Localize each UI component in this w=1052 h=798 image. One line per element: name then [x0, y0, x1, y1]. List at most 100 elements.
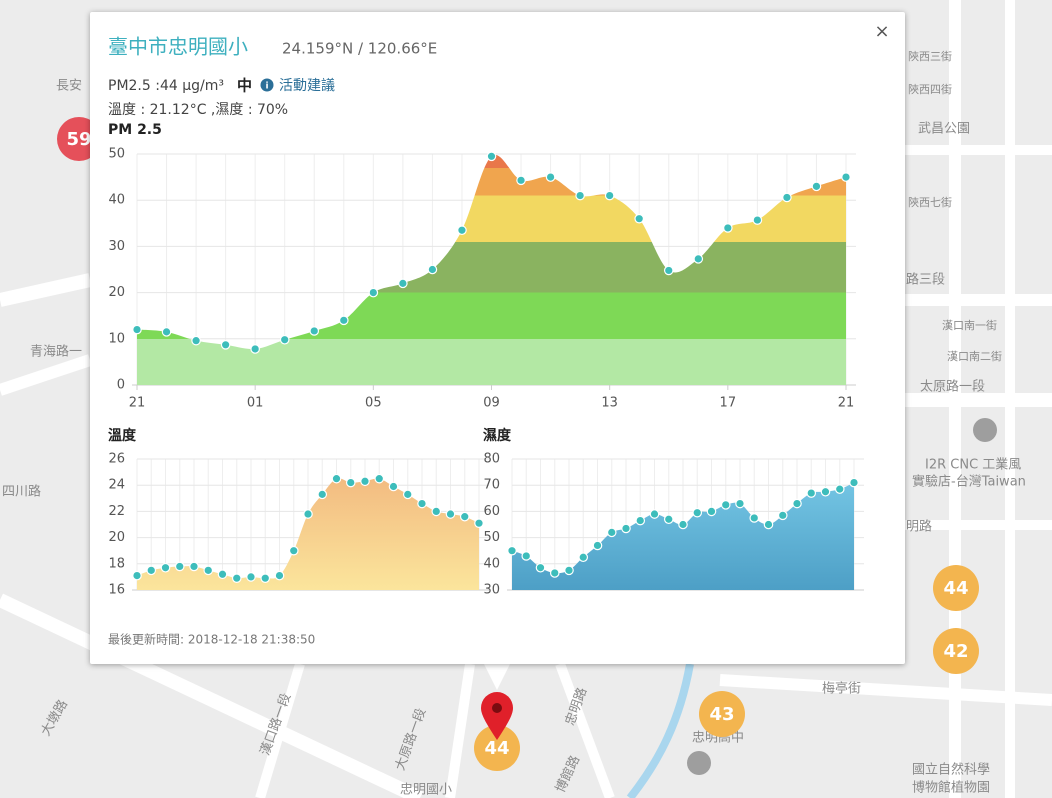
map-label: 長安 — [56, 79, 82, 94]
data-point — [834, 484, 845, 494]
y-tick-label: 10 — [108, 331, 125, 346]
y-tick-label: 30 — [483, 583, 500, 598]
data-point — [782, 192, 792, 203]
chart-title: 濕度 — [483, 427, 512, 444]
x-tick-label: 09 — [483, 396, 500, 411]
y-tick-label: 22 — [108, 504, 125, 519]
area — [137, 478, 479, 590]
map-label: 四川路 — [2, 484, 41, 500]
marker-label: 59 — [66, 129, 91, 150]
map-label: 太原路一段 — [920, 379, 985, 395]
data-point — [260, 573, 271, 584]
map-label: 梅亭街 — [822, 681, 861, 697]
marker-label: 42 — [943, 641, 968, 662]
map-label: 大墩路 — [38, 697, 71, 739]
data-point — [309, 326, 320, 336]
x-tick-label: 05 — [365, 396, 382, 411]
data-point — [474, 518, 484, 528]
info-window: 臺中市忠明國小 24.159°N / 120.66°E × PM2.5 :44 … — [90, 12, 905, 664]
info-content: 臺中市忠明國小 24.159°N / 120.66°E × PM2.5 :44 … — [108, 21, 890, 647]
marker-label: 44 — [943, 578, 968, 599]
data-point — [317, 489, 328, 500]
data-point — [174, 561, 185, 572]
map-label: 博館路 — [552, 753, 583, 795]
map-label: 博物館植物園 — [912, 781, 990, 796]
data-point — [604, 190, 615, 201]
info-icon-glyph: i — [265, 82, 268, 92]
data-point — [706, 506, 717, 517]
data-point — [250, 344, 260, 354]
data-point — [402, 489, 413, 500]
advice-link[interactable]: 活動建議 — [279, 77, 335, 94]
data-point — [231, 573, 242, 584]
data-point — [132, 570, 142, 581]
poi-icon[interactable] — [973, 418, 997, 442]
data-point — [338, 315, 349, 326]
x-tick-label: 17 — [720, 396, 737, 411]
data-point — [279, 334, 290, 345]
x-tick-label: 21 — [129, 396, 146, 411]
y-tick-label: 70 — [483, 478, 500, 493]
data-point — [388, 481, 399, 492]
data-point — [575, 190, 585, 201]
data-point — [274, 570, 285, 581]
popup-pointer — [484, 664, 510, 690]
data-point — [849, 477, 859, 488]
map-label: 國立自然科學 — [912, 762, 990, 778]
data-point — [792, 498, 802, 509]
data-point — [288, 545, 299, 556]
info-icon[interactable] — [260, 78, 274, 92]
data-point — [841, 172, 851, 182]
poi-icon[interactable] — [687, 751, 711, 775]
markers[interactable]: 59 44 42 43 44 — [57, 117, 997, 775]
data-point — [459, 511, 470, 522]
last-updated: 最後更新時間: 2018-12-18 21:38:50 — [108, 632, 315, 647]
data-point — [592, 540, 603, 551]
data-point — [191, 335, 201, 346]
data-point — [692, 507, 703, 518]
data-point — [749, 513, 760, 523]
y-tick-label: 30 — [108, 239, 125, 254]
data-point — [132, 324, 142, 335]
pm-reading: PM2.5 :44 μg/m³ — [108, 78, 224, 94]
data-point — [457, 225, 467, 236]
marker[interactable] — [474, 725, 520, 771]
data-point — [189, 561, 199, 572]
data-point — [161, 327, 172, 337]
marker[interactable] — [933, 628, 979, 674]
data-point — [535, 562, 546, 573]
data-point — [445, 509, 456, 519]
chart-title: 溫度 — [108, 427, 137, 444]
x-tick-label: 01 — [247, 396, 264, 411]
data-point — [723, 223, 733, 233]
selected-pin[interactable] — [481, 692, 513, 740]
map-label: 青海路一 — [30, 344, 82, 360]
weather-reading: 溫度 : 21.12°C ,濕度 : 70% — [108, 102, 288, 118]
data-point — [752, 215, 763, 225]
data-point — [678, 519, 688, 530]
data-point — [507, 545, 517, 556]
marker[interactable] — [933, 565, 979, 611]
y-tick-label: 50 — [483, 530, 500, 545]
pm-level: 中 — [237, 77, 252, 95]
y-tick-label: 60 — [483, 504, 500, 519]
x-tick-label: 21 — [838, 396, 855, 411]
y-tick-label: 20 — [108, 530, 125, 545]
pin-dot — [492, 703, 502, 713]
data-point — [246, 572, 256, 582]
close-button[interactable]: × — [874, 21, 889, 42]
data-point — [635, 515, 646, 526]
map-label: 路三段 — [906, 272, 945, 288]
data-point — [735, 498, 745, 509]
y-tick-label: 26 — [108, 452, 125, 467]
data-point — [545, 172, 556, 182]
data-point — [427, 264, 438, 275]
data-point — [763, 519, 774, 530]
map-label: 武昌公園 — [918, 122, 970, 137]
marker[interactable] — [699, 691, 745, 737]
y-tick-label: 0 — [117, 378, 125, 393]
map-label: 大原路一段 — [392, 706, 429, 773]
y-tick-label: 20 — [108, 285, 125, 300]
x-tick-label: 13 — [601, 396, 618, 411]
